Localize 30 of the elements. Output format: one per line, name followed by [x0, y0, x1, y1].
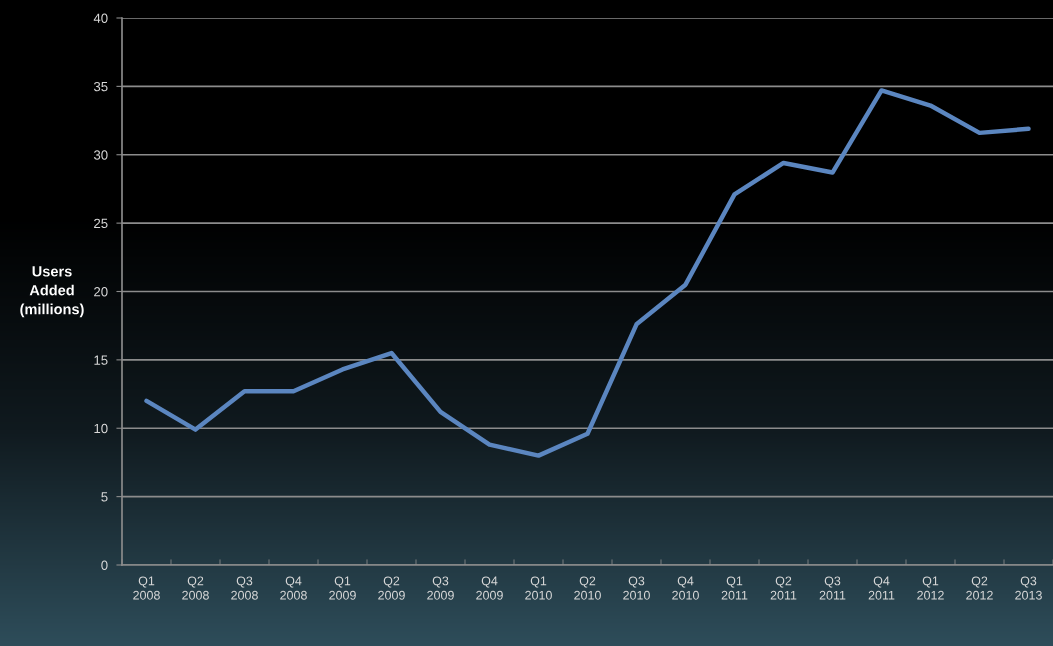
x-tick-label: Q2 2008 — [182, 576, 209, 600]
x-tick-label: Q3 2008 — [231, 576, 258, 600]
x-tick-label: Q1 2012 — [917, 576, 944, 600]
x-tick-label: Q3 2011 — [819, 576, 846, 600]
x-tick-label: Q3 2013 — [1015, 576, 1042, 600]
y-axis-title: Users Added (millions) — [20, 266, 84, 318]
y-tick-label: 30 — [93, 150, 108, 160]
x-tick-label: Q1 2011 — [721, 576, 748, 600]
x-tick-label: Q3 2009 — [427, 576, 454, 600]
y-tick-label: 15 — [94, 355, 108, 365]
x-tick-label: Q4 2009 — [476, 576, 503, 600]
x-tick-label: Q4 2008 — [280, 576, 307, 600]
x-tick-label: Q2 2010 — [574, 576, 601, 600]
x-tick-label: Q2 2009 — [378, 576, 405, 600]
line-series — [144, 88, 1031, 458]
y-tick-label: 35 — [93, 81, 108, 92]
y-tick-label: 5 — [101, 492, 108, 502]
y-tick-label: 0 — [101, 560, 108, 570]
y-tick-label: 25 — [94, 218, 108, 229]
x-tick-label: Q1 2009 — [329, 576, 356, 600]
x-tick-label: Q2 2011 — [770, 576, 797, 600]
x-tick-label: Q3 2010 — [623, 576, 650, 600]
x-tick-label: Q1 2008 — [133, 576, 160, 600]
x-tick-label: Q1 2010 — [525, 576, 552, 600]
x-tick-label: Q2 2012 — [966, 576, 993, 600]
y-tick-label: 10 — [94, 423, 108, 434]
x-tick-label: Q4 2010 — [672, 576, 699, 600]
y-tick-label: 20 — [94, 287, 108, 297]
x-tick-label: Q4 2011 — [868, 576, 895, 600]
y-tick-label: 40 — [93, 13, 108, 23]
